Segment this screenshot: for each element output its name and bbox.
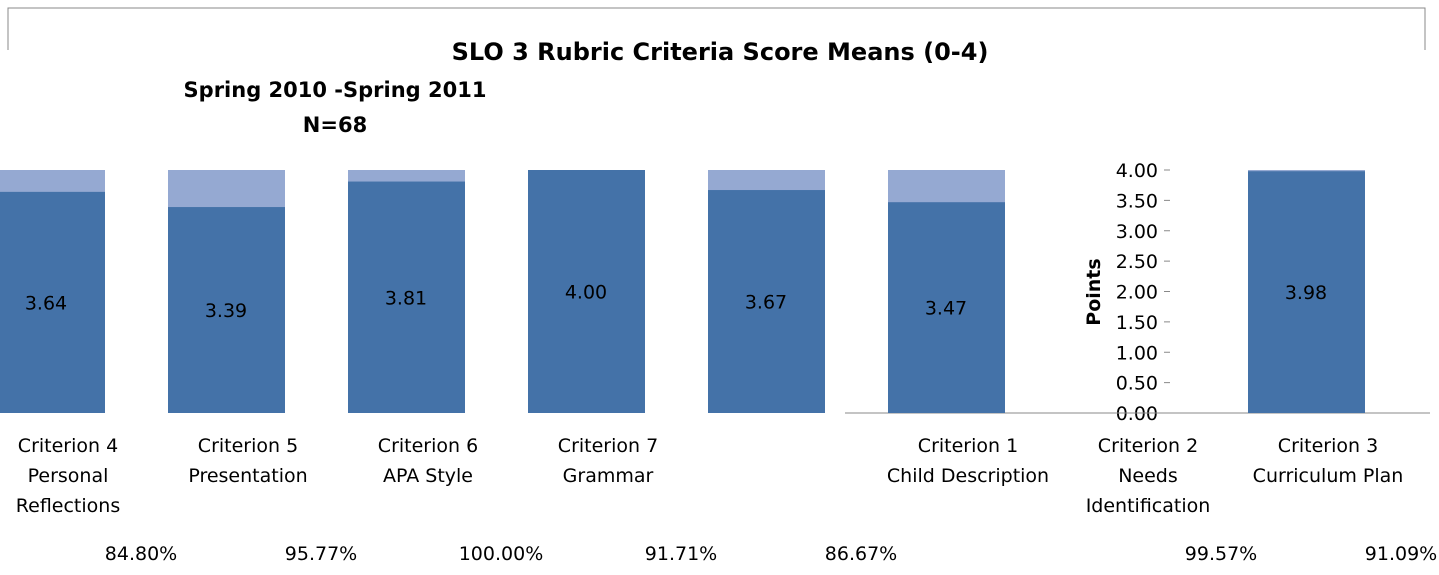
x-tick-label: Criterion 2 Needs Identification: [1086, 435, 1211, 517]
x-tick-line: Personal: [28, 465, 109, 487]
chart-note: N=68: [303, 113, 367, 137]
x-tick-line: Curriculum Plan: [1253, 465, 1404, 487]
x-tick-line: Criterion 2: [1098, 435, 1198, 457]
data-label: 3.39: [205, 300, 247, 322]
percentage: 95.77%: [285, 543, 357, 565]
y-tick-label: 4.00: [1116, 160, 1158, 182]
percentage: 86.67%: [825, 543, 897, 565]
x-tick-line: Criterion 7: [558, 435, 658, 457]
x-tick-line: Criterion 5: [198, 435, 298, 457]
y-tick-label: 3.00: [1116, 221, 1158, 243]
bar: [0, 191, 105, 413]
bar: [1248, 171, 1365, 413]
y-tick-label: 0.50: [1116, 373, 1158, 395]
chart-subtitle: Spring 2010 -Spring 2011: [184, 78, 487, 102]
y-axis-label: Points: [1083, 258, 1105, 325]
y-tick-label: 2.00: [1116, 282, 1158, 304]
y-tick-label: 1.50: [1116, 312, 1158, 334]
x-tick-line: Reflections: [16, 495, 120, 517]
data-label: 3.81: [385, 287, 427, 309]
x-tick-line: Identification: [1086, 495, 1211, 517]
x-tick-label: Criterion 5 Presentation: [188, 435, 307, 487]
percentage: 84.80%: [105, 543, 177, 565]
bar: [888, 202, 1005, 413]
data-label: 3.67: [745, 292, 787, 314]
x-tick-line: Criterion 6: [378, 435, 478, 457]
bar: [528, 170, 645, 413]
x-tick-label: Criterion 7 Grammar: [558, 435, 658, 487]
percentage: 91.09%: [1365, 543, 1437, 565]
y-tick-label: 2.50: [1116, 251, 1158, 273]
data-label: 4.00: [565, 282, 607, 304]
x-tick-line: Criterion 1: [918, 435, 1018, 457]
bar: [168, 207, 285, 413]
x-tick-line: Criterion 4: [18, 435, 118, 457]
percentage: 100.00%: [459, 543, 544, 565]
data-label: 3.47: [925, 298, 967, 320]
x-tick-label: Criterion 3 Curriculum Plan: [1253, 435, 1404, 487]
x-tick-line: Presentation: [188, 465, 307, 487]
y-tick-label: 0.00: [1116, 403, 1158, 425]
percentage: 91.71%: [645, 543, 717, 565]
chart-title: SLO 3 Rubric Criteria Score Means (0-4): [452, 38, 989, 66]
x-tick-line: APA Style: [383, 465, 473, 487]
x-tick-label: Criterion 1 Child Description: [887, 435, 1049, 487]
data-label: 3.64: [25, 292, 67, 314]
x-tick-line: Needs: [1118, 465, 1178, 487]
y-tick-label: 3.50: [1116, 190, 1158, 212]
data-label: 3.98: [1285, 282, 1327, 304]
bar: [348, 181, 465, 413]
bar: [708, 190, 825, 413]
x-tick-label: Criterion 4 Personal Reflections: [16, 435, 120, 517]
x-tick-line: Criterion 3: [1278, 435, 1378, 457]
x-tick-line: Grammar: [563, 465, 654, 487]
x-tick-line: Child Description: [887, 465, 1049, 487]
frame: [7, 7, 1426, 50]
x-tick-label: Criterion 6 APA Style: [378, 435, 478, 487]
y-tick-label: 1.00: [1116, 342, 1158, 364]
percentage: 99.57%: [1185, 543, 1257, 565]
